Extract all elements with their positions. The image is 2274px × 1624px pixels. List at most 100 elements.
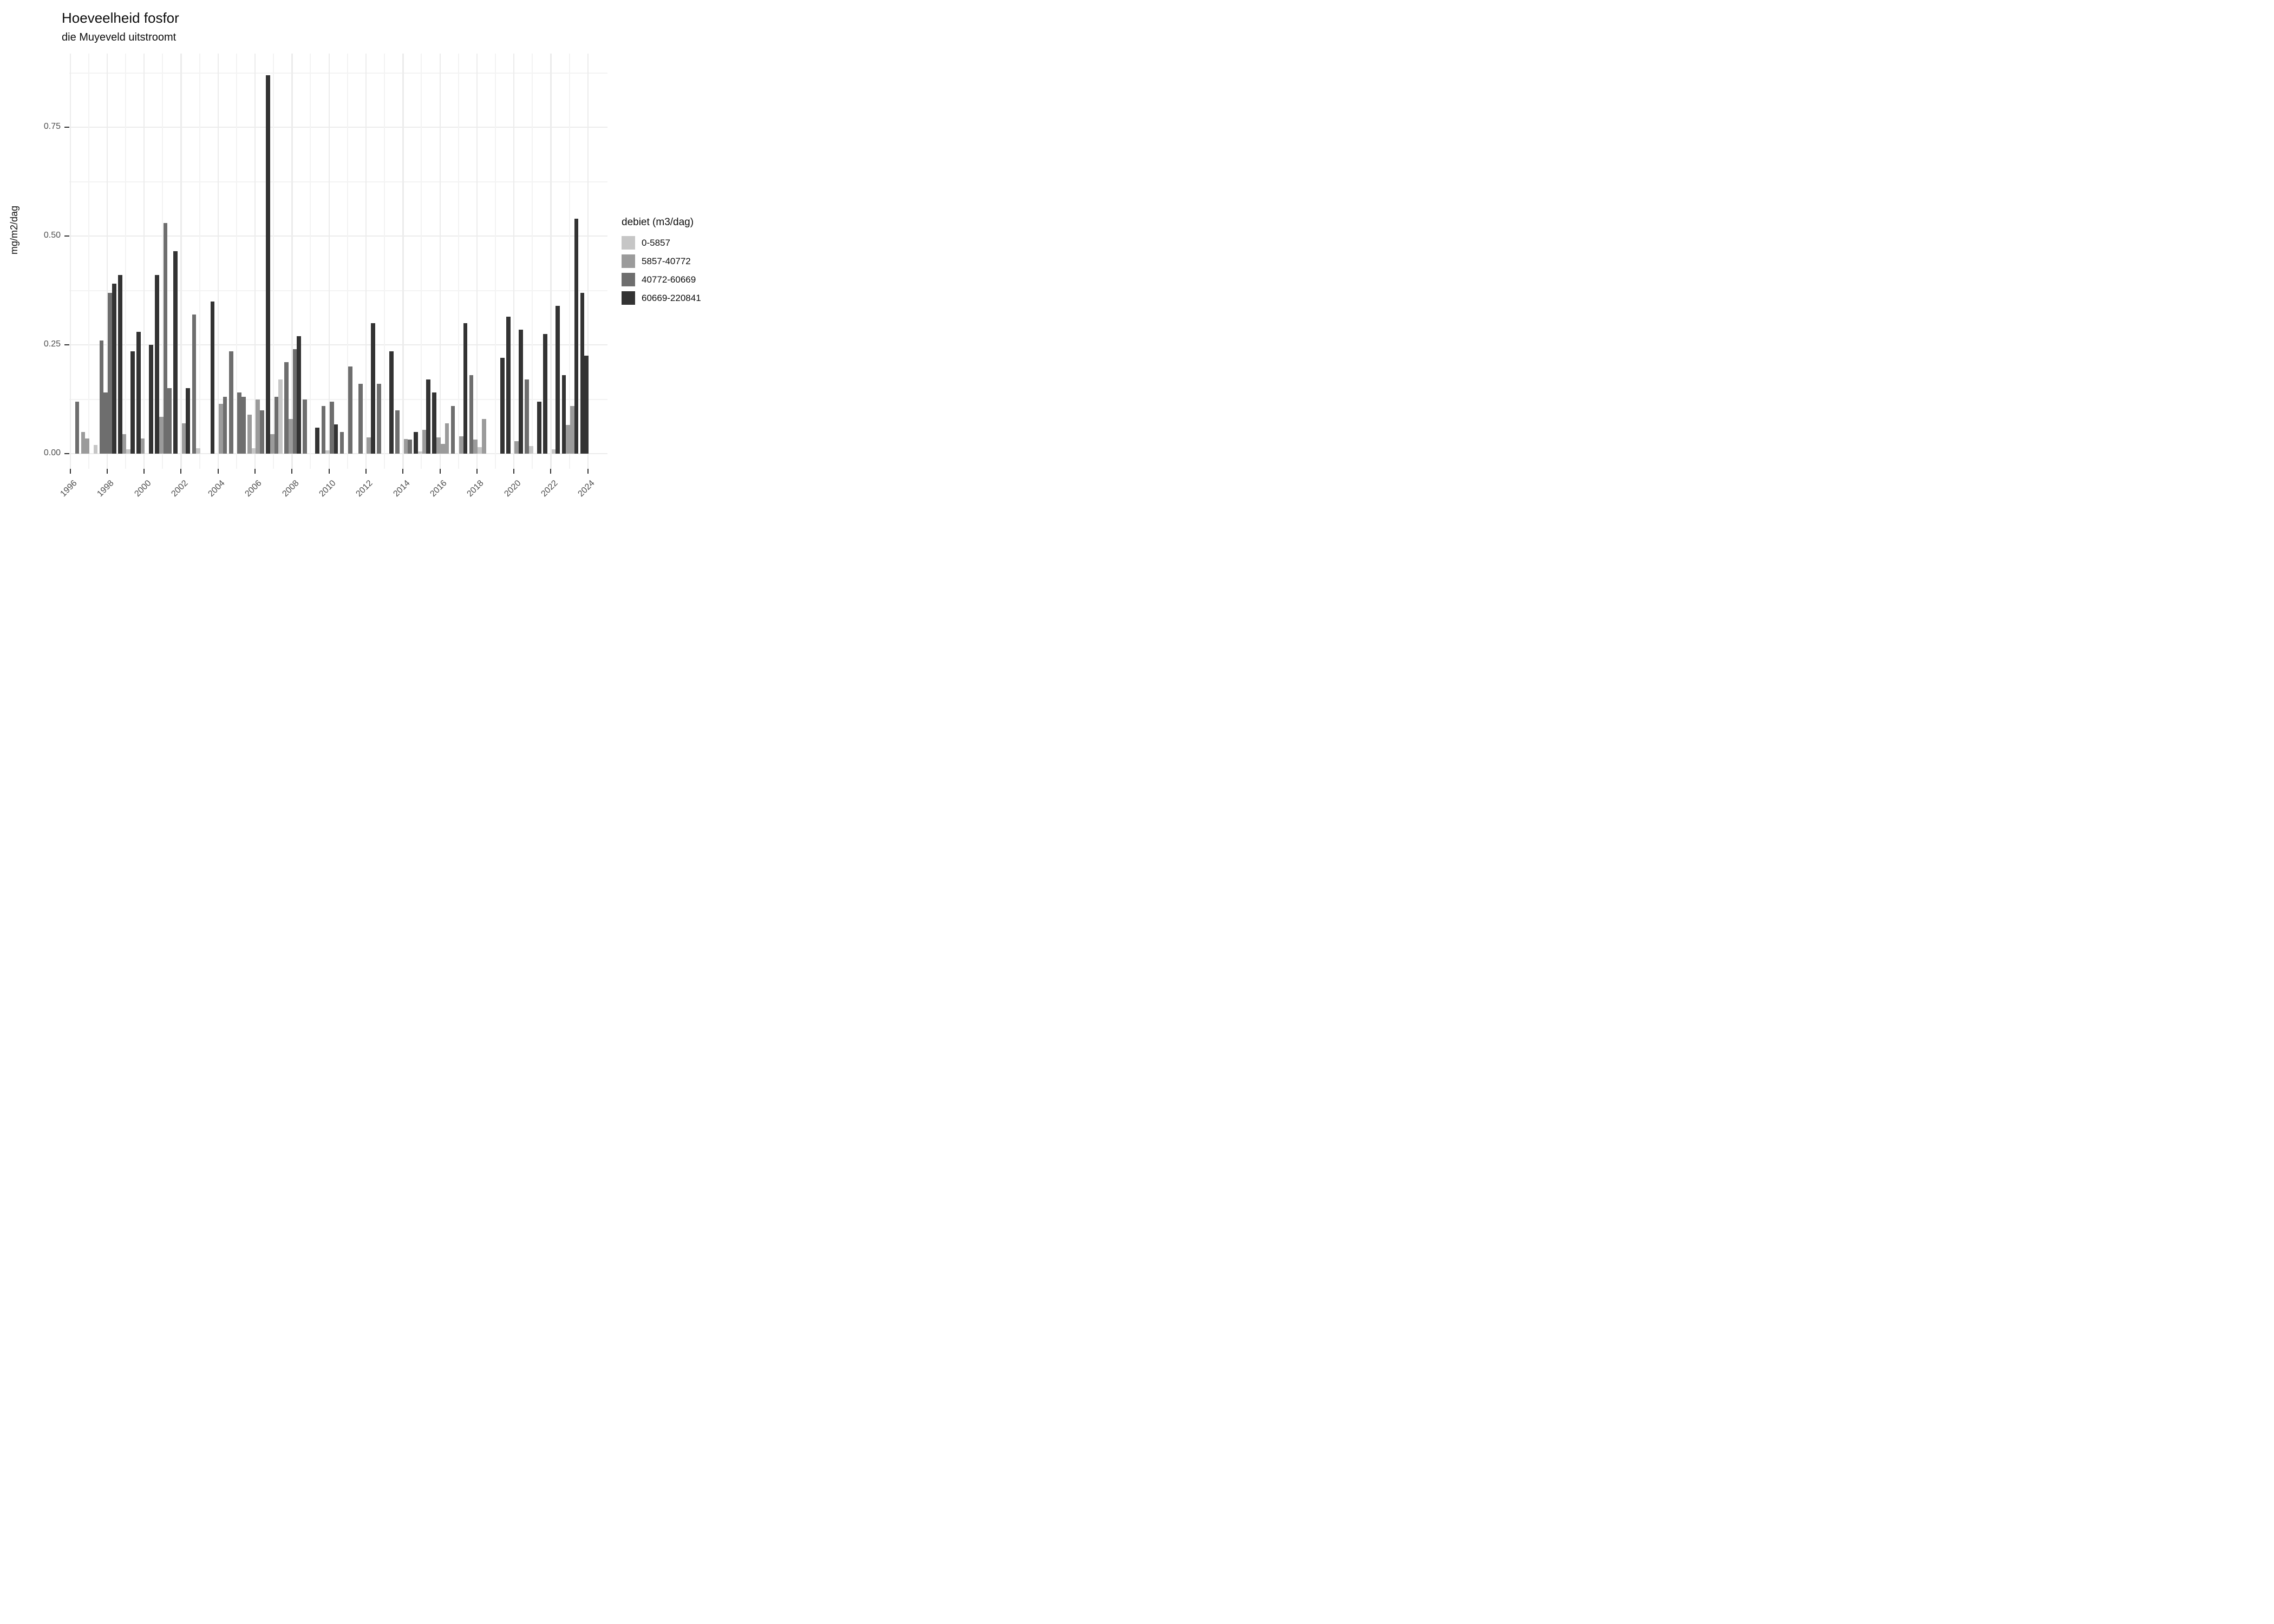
bar [580,292,585,454]
gridline-x-minor [458,54,459,469]
x-tick-mark [365,469,367,474]
gridline-x-minor [310,54,311,469]
y-tick-mark [64,235,69,237]
x-tick-mark [180,469,182,474]
bar [155,275,159,454]
gridline-x-major [365,54,367,469]
x-tick-label: 2022 [539,479,560,499]
bar [321,405,326,454]
bar [566,424,570,454]
legend-item: 60669-220841 [622,291,701,305]
bar [500,358,505,454]
bar [432,392,437,454]
bar [481,418,486,454]
bar [122,434,127,454]
gridline-x-major [328,54,330,469]
legend-item: 5857-40772 [622,254,701,268]
bar [459,436,463,454]
gridline-x-major [439,54,441,469]
y-tick-label: 0.00 [43,448,61,457]
bar [140,438,145,454]
bar [370,323,375,454]
x-tick-mark [476,469,478,474]
gridline-y-minor [69,398,607,400]
bar [136,331,141,454]
bar [334,424,338,454]
gridline-x-major [217,54,219,469]
bar [367,437,371,454]
gridline-x-major [254,54,256,469]
bar [210,301,215,454]
x-tick-mark [550,469,552,474]
bar [478,447,482,454]
y-tick-label: 0.25 [43,339,61,349]
bar [422,429,427,454]
bar [251,448,256,454]
bar [297,336,302,454]
gridline-x-minor [88,54,89,469]
legend-swatch [622,273,635,286]
y-tick-mark [64,344,69,345]
y-tick-mark [64,453,69,454]
bar [403,439,408,454]
bar [418,451,422,454]
bar [445,423,449,454]
legend-swatch [622,236,635,250]
bar [551,449,556,454]
bar [130,351,135,454]
bar [117,275,122,454]
gridline-x-minor [494,54,496,469]
gridline-x-major [587,54,589,469]
x-tick-mark [254,469,256,474]
gridline-x-major [291,54,293,469]
x-tick-label: 2010 [317,479,338,499]
bar [112,284,116,454]
gridline-y-major [69,127,607,128]
bar [85,438,90,454]
gridline-x-major [402,54,404,469]
legend-item-label: 0-5857 [642,237,670,248]
bar [426,379,431,454]
bar [149,345,153,454]
x-tick-mark [513,469,515,474]
bar [241,397,246,454]
bar [440,443,445,454]
gridline-x-major [550,54,552,469]
bar [223,397,227,454]
bar [358,384,363,454]
bar [196,448,200,454]
bar [408,440,412,454]
bar [192,314,197,454]
bar [228,351,233,454]
bar [463,323,468,454]
bar [528,446,533,454]
bar [284,362,289,454]
bar [325,450,330,454]
gridline-x-major [513,54,515,469]
x-tick-mark [328,469,330,474]
bar [256,399,260,454]
bar [181,423,186,454]
x-tick-label: 2006 [243,479,264,499]
gridline-x-major [180,54,182,469]
legend-swatch [622,254,635,268]
bar [414,431,419,454]
y-tick-label: 0.50 [43,231,61,240]
bar [278,379,283,454]
bar [315,427,320,454]
x-tick-mark [439,469,441,474]
gridline-x-minor [236,54,237,469]
gridline-x-minor [125,54,126,469]
bar [537,401,541,454]
bar [108,292,112,454]
gridline-y-major [69,344,607,346]
legend-item-label: 60669-220841 [642,292,701,303]
bar [303,399,308,454]
bar [93,444,98,454]
gridline-x-minor [421,54,422,469]
bar [103,392,108,454]
bar [473,440,478,454]
bar [514,441,519,454]
x-tick-label: 2020 [502,479,523,499]
x-tick-mark [291,469,293,474]
